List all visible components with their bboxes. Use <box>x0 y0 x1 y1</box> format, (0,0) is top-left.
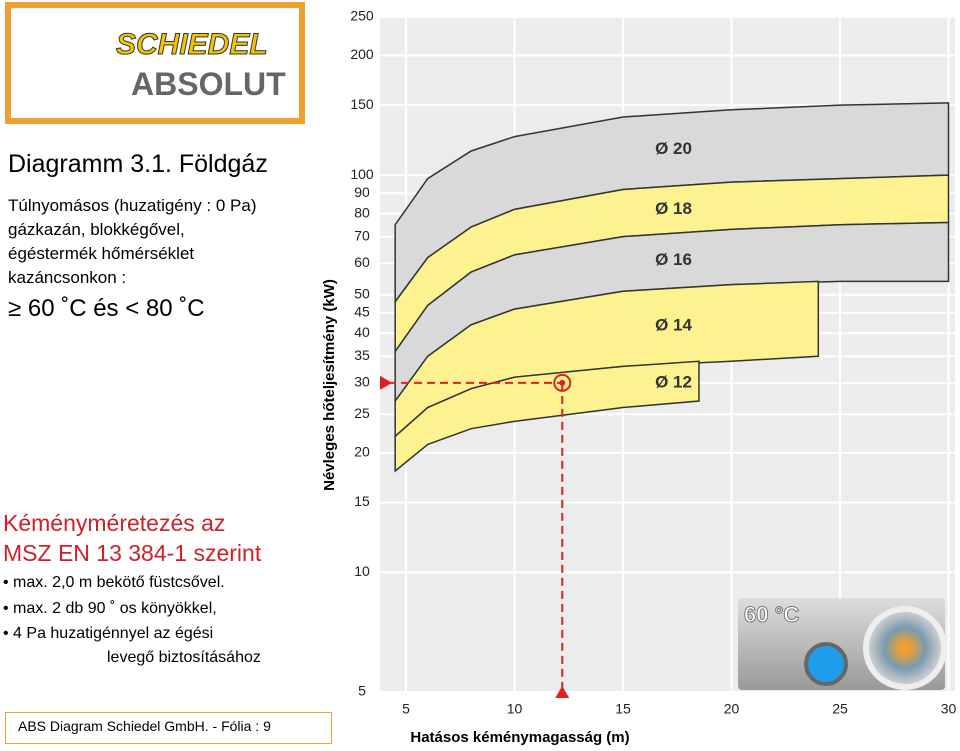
logo-product: ABSOLUT <box>131 66 286 102</box>
marker-arrow <box>380 375 392 390</box>
band-label: Ø 20 <box>655 139 692 158</box>
footer-box: ABS Diagram Schiedel GmbH. - Fólia : 9 <box>5 712 332 744</box>
y-tick-label: 80 <box>354 204 370 220</box>
bullet-text: max. 2,0 m bekötő füstcsővel. <box>13 574 225 591</box>
y-tick-label: 45 <box>354 304 370 320</box>
x-tick-label: 15 <box>615 701 631 717</box>
temperature-range: ≥ 60 ˚C és < 80 ˚C <box>8 295 205 322</box>
band-label: Ø 18 <box>655 199 692 218</box>
bullet-text: max. 2 db 90 ˚ os könyökkel, <box>13 600 217 617</box>
inset-label: 60 °C <box>743 602 800 628</box>
description: kazáncsonkon : <box>8 268 127 287</box>
burner <box>804 642 848 686</box>
inset-image: 60 °C <box>738 598 947 690</box>
description: gázkazán, blokkégővel, <box>8 220 185 239</box>
y-tick-label: 250 <box>350 8 374 24</box>
description: Túlnyomásos (huzatigény : 0 Pa) <box>8 196 257 215</box>
pipe-ring <box>863 606 947 690</box>
y-tick-label: 50 <box>354 285 370 301</box>
y-tick-label: 35 <box>354 347 370 363</box>
y-tick-label: 25 <box>354 405 370 421</box>
x-tick-label: 25 <box>832 701 848 717</box>
x-tick-label: 5 <box>402 701 410 717</box>
logo: SCHIEDEL ABSOLUT <box>5 2 305 124</box>
band-label: Ø 16 <box>655 250 692 269</box>
y-axis-title: Névleges hőteljesítmény (kW) <box>321 279 338 491</box>
slide-title: Diagramm 3.1. Földgáz <box>8 150 268 178</box>
y-tick-label: 10 <box>354 563 370 579</box>
y-tick-label: 70 <box>354 227 370 243</box>
x-tick-label: 30 <box>941 701 957 717</box>
band <box>394 360 700 473</box>
standard: Kéményméretezés az <box>3 510 226 536</box>
marker-arrow <box>555 686 570 698</box>
x-axis-title: Hatásos kéménymagasság (m) <box>410 729 629 746</box>
y-tick-label: 90 <box>354 184 370 200</box>
band-label: Ø 14 <box>655 315 692 334</box>
y-tick-label: 150 <box>350 96 374 112</box>
y-tick-label: 15 <box>354 493 370 509</box>
band-label: Ø 12 <box>655 372 692 391</box>
marker-dot <box>559 379 566 386</box>
y-tick-label: 60 <box>354 254 370 270</box>
y-tick-label: 5 <box>358 683 366 699</box>
logo-brand: SCHIEDEL <box>116 28 269 62</box>
y-tick-label: 200 <box>350 46 374 62</box>
bullet-continuation: levegő biztosításához <box>107 649 261 666</box>
bullet: • max. 2 db 90 ˚ os könyökkel, <box>3 600 217 617</box>
standard: MSZ EN 13 384-1 szerint <box>3 540 262 566</box>
footer: ABS Diagram Schiedel GmbH. - Fólia : 9 <box>18 718 271 734</box>
y-tick-label: 40 <box>354 324 370 340</box>
y-tick-label: 100 <box>350 166 374 182</box>
y-tick-label: 20 <box>354 444 370 460</box>
x-tick-label: 20 <box>724 701 740 717</box>
bullet: • 4 Pa huzatigénnyel az égési <box>3 625 214 642</box>
marker <box>553 373 572 392</box>
description: égéstermék hőmérséklet <box>8 244 195 263</box>
y-tick-label: 30 <box>354 374 370 390</box>
bullet-text: 4 Pa huzatigénnyel az égési <box>13 625 214 642</box>
bullet: • max. 2,0 m bekötő füstcsővel. <box>3 574 225 591</box>
x-tick-label: 10 <box>507 701 523 717</box>
